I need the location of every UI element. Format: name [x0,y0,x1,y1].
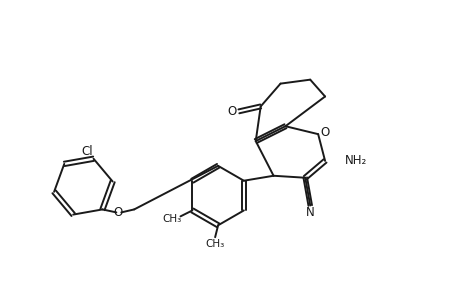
Text: O: O [113,206,123,219]
Text: O: O [320,126,329,139]
Text: CH₃: CH₃ [162,214,181,224]
Text: O: O [227,105,236,118]
Text: CH₃: CH₃ [205,239,224,249]
Text: N: N [305,206,314,219]
Text: Cl: Cl [82,145,93,158]
Text: NH₂: NH₂ [344,154,366,167]
